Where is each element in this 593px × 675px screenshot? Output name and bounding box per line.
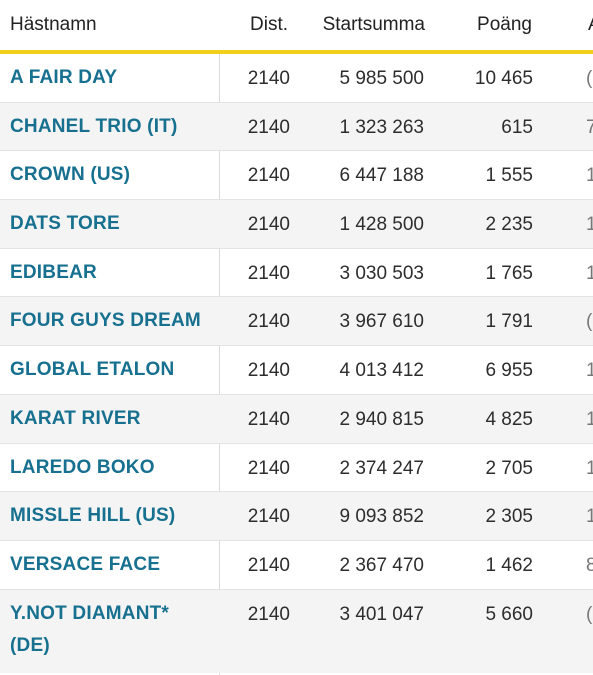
points-cell: 1 555 bbox=[485, 165, 533, 187]
horse-name-link[interactable]: LAREDO BOKO bbox=[10, 456, 155, 478]
horse-name-link[interactable]: A FAIR DAY bbox=[10, 67, 118, 88]
table-row: GLOBAL ETALON 2140 4 013 412 6 955 1 bbox=[0, 346, 593, 395]
header-points[interactable]: Poäng bbox=[477, 14, 532, 35]
horse-name-link[interactable]: VERSACE FACE bbox=[10, 553, 161, 575]
next-column-cell: 1 bbox=[586, 457, 593, 479]
header-distance[interactable]: Dist. bbox=[250, 14, 288, 35]
points-cell: 2 705 bbox=[485, 457, 533, 479]
points-cell: 2 235 bbox=[485, 214, 533, 236]
next-column-cell: 1 bbox=[586, 165, 593, 187]
table-row: CHANEL TRIO (IT) 2140 1 323 263 615 7 bbox=[0, 102, 593, 152]
header-horse-name[interactable]: Hästnamn bbox=[10, 14, 97, 35]
distance-cell: 2140 bbox=[247, 165, 290, 187]
next-column-cell: 1 bbox=[586, 408, 593, 430]
next-column-cell: ( bbox=[586, 68, 593, 89]
table-row: LAREDO BOKO 2140 2 374 247 2 705 1 bbox=[0, 444, 593, 493]
horse-name-link[interactable]: KARAT RIVER bbox=[10, 407, 141, 429]
points-cell: 615 bbox=[501, 116, 533, 138]
distance-cell: 2140 bbox=[247, 457, 290, 479]
start-sum-cell: 2 367 470 bbox=[339, 554, 424, 576]
start-sum-cell: 3 030 503 bbox=[339, 262, 424, 284]
start-sum-cell: 6 447 188 bbox=[339, 165, 424, 187]
distance-cell: 2140 bbox=[247, 68, 290, 89]
points-cell: 1 765 bbox=[485, 262, 533, 284]
table-row: A FAIR DAY 2140 5 985 500 10 465 ( bbox=[0, 54, 593, 103]
horse-name-link[interactable]: CHANEL TRIO (IT) bbox=[10, 115, 178, 137]
distance-cell: 2140 bbox=[247, 554, 290, 576]
table-row: VERSACE FACE 2140 2 367 470 1 462 8 bbox=[0, 541, 593, 590]
distance-cell: 2140 bbox=[247, 311, 290, 333]
next-column-cell: 1 bbox=[586, 506, 593, 528]
next-column-cell: ( bbox=[586, 603, 593, 625]
table-row: CROWN (US) 2140 6 447 188 1 555 1 bbox=[0, 151, 593, 201]
distance-cell: 2140 bbox=[247, 603, 290, 625]
next-column-cell: 1 bbox=[586, 262, 593, 284]
points-cell: 6 955 bbox=[485, 360, 533, 382]
next-column-cell: 8 bbox=[586, 554, 593, 576]
horse-name-link[interactable]: Y.NOT DIAMANT* (DE) bbox=[10, 602, 170, 656]
points-cell: 2 305 bbox=[485, 506, 533, 528]
points-cell: 1 462 bbox=[485, 554, 533, 576]
start-sum-cell: 2 374 247 bbox=[339, 457, 424, 479]
distance-cell: 2140 bbox=[247, 214, 290, 236]
header-next-column[interactable]: A bbox=[588, 14, 593, 36]
start-sum-cell: 1 323 263 bbox=[339, 116, 424, 138]
horse-name-link[interactable]: CROWN (US) bbox=[10, 164, 131, 186]
table-row: MISSLE HILL (US) 2140 9 093 852 2 305 1 bbox=[0, 492, 593, 541]
header-start-sum[interactable]: Startsumma bbox=[322, 14, 425, 35]
start-sum-cell: 3 401 047 bbox=[339, 603, 424, 625]
points-cell: 10 465 bbox=[474, 68, 533, 89]
distance-cell: 2140 bbox=[247, 262, 290, 284]
table-row: FOUR GUYS DREAM 2140 3 967 610 1 791 ( bbox=[0, 297, 593, 347]
table-row: EDIBEAR 2140 3 030 503 1 765 1 bbox=[0, 249, 593, 298]
next-column-cell: 7 bbox=[586, 116, 593, 138]
points-cell: 1 791 bbox=[485, 311, 533, 333]
horse-name-link[interactable]: MISSLE HILL (US) bbox=[10, 505, 176, 527]
start-sum-cell: 5 985 500 bbox=[339, 68, 424, 89]
points-cell: 5 660 bbox=[485, 603, 533, 625]
distance-cell: 2140 bbox=[247, 506, 290, 528]
horse-name-link[interactable]: EDIBEAR bbox=[10, 261, 97, 283]
horse-name-link[interactable]: DATS TORE bbox=[10, 213, 120, 235]
next-column-cell: 1 bbox=[586, 214, 593, 236]
start-sum-cell: 3 967 610 bbox=[339, 311, 424, 333]
distance-cell: 2140 bbox=[247, 360, 290, 382]
start-sum-cell: 4 013 412 bbox=[339, 360, 424, 382]
table-row: DATS TORE 2140 1 428 500 2 235 1 bbox=[0, 200, 593, 249]
start-sum-cell: 2 940 815 bbox=[339, 408, 424, 430]
points-cell: 4 825 bbox=[485, 408, 533, 430]
distance-cell: 2140 bbox=[247, 408, 290, 430]
table-row: KARAT RIVER 2140 2 940 815 4 825 1 bbox=[0, 394, 593, 444]
distance-cell: 2140 bbox=[247, 116, 290, 138]
horse-name-link[interactable]: FOUR GUYS DREAM bbox=[10, 310, 201, 332]
start-sum-cell: 1 428 500 bbox=[339, 214, 424, 236]
horse-name-link[interactable]: GLOBAL ETALON bbox=[10, 359, 175, 381]
next-column-cell: ( bbox=[586, 311, 593, 333]
table-row: Y.NOT DIAMANT* (DE) 2140 3 401 047 5 660… bbox=[0, 589, 593, 673]
start-sum-cell: 9 093 852 bbox=[339, 506, 424, 528]
table-header: Hästnamn Dist. Startsumma Poäng A bbox=[0, 0, 593, 54]
next-column-cell: 1 bbox=[586, 360, 593, 382]
